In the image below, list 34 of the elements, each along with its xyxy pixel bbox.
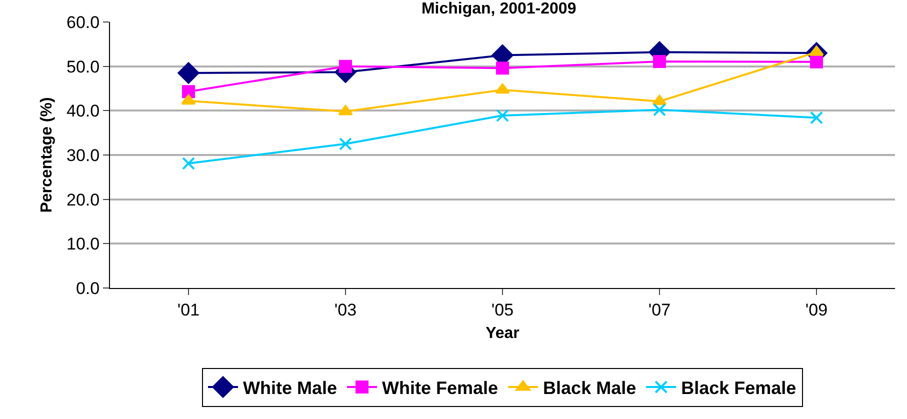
point [496,109,509,122]
point [810,111,823,124]
y-tick-label: 20.0 [66,190,100,210]
point [338,105,353,116]
y-tick-label: 50.0 [66,57,100,76]
x-tick-label: '05 [491,300,514,320]
chart-title: Michigan, 2001-2009 [421,0,576,18]
point [339,60,352,73]
x-tick-label: '01 [177,300,200,320]
point [653,103,666,116]
point [810,55,823,68]
y-axis-title: Percentage (%) [38,97,56,213]
x-axis-title: Year [486,325,520,342]
point [339,137,352,150]
point [182,85,195,98]
point [653,54,666,68]
y-tick-label: 60.0 [66,12,100,32]
y-tick-label: 40.0 [66,102,100,121]
point [495,83,510,94]
point [496,62,509,75]
point [181,94,196,105]
point [652,94,667,106]
y-tick-label: 0.0 [76,278,100,298]
legend-label: Black Male [543,378,636,398]
point [182,156,195,170]
legend-label: White Male [243,378,338,398]
x-tick-label: '03 [334,300,357,320]
y-tick-label: 30.0 [66,146,100,165]
y-tick-label: 10.0 [66,234,100,254]
point [178,62,200,84]
x-tick-label: '09 [805,300,828,320]
legend-label: White Female [382,378,498,398]
legend-label: Black Female [681,378,796,398]
x-tick-label: '07 [648,300,671,320]
